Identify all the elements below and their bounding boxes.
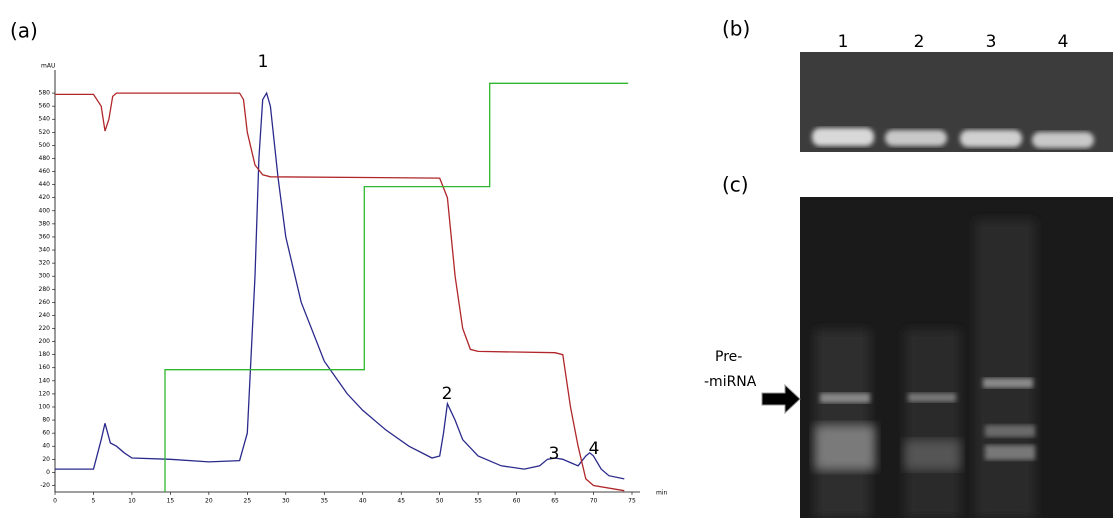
x-tick-label: 35	[320, 498, 328, 505]
gel-smear	[815, 330, 870, 518]
x-tick-label: 65	[551, 498, 559, 505]
x-tick-label: 55	[474, 498, 482, 505]
x-tick-label: 60	[513, 498, 521, 505]
lane-label: 1	[838, 32, 849, 52]
peak-label: 3	[549, 444, 560, 464]
y-tick-label: 80	[42, 417, 50, 424]
x-axis-label: min	[656, 490, 668, 497]
y-tick-label: 0	[46, 469, 50, 476]
y-tick-label: 500	[39, 142, 51, 149]
y-axis-label: mAU	[41, 63, 55, 70]
gel-band	[885, 130, 947, 146]
x-tick-label: 0	[53, 498, 57, 505]
figure: (a) (b) (c) -200204060801001201401601802…	[0, 0, 1114, 518]
gel-band	[960, 130, 1022, 147]
gel-smear	[905, 330, 960, 518]
x-tick-label: 50	[436, 498, 444, 505]
y-tick-label: 420	[39, 194, 51, 201]
y-tick-label: 380	[39, 220, 51, 227]
lane-label: 3	[986, 32, 997, 52]
x-tick-label: 70	[590, 498, 598, 505]
y-tick-label: 200	[39, 338, 51, 345]
x-tick-label: 30	[282, 498, 290, 505]
gel-band	[1032, 132, 1094, 148]
arrow-label: -miRNA	[704, 374, 757, 390]
gel-band	[815, 425, 875, 470]
y-tick-label: 400	[39, 207, 51, 214]
chromatogram: -200204060801001201401601802002202402602…	[39, 52, 668, 505]
x-tick-label: 45	[397, 498, 405, 505]
panel-label: (c)	[722, 173, 749, 197]
lane-label: 2	[914, 32, 925, 52]
x-tick-label: 20	[205, 498, 213, 505]
gel-c: Pre- -miRNA	[704, 197, 1113, 518]
peak-label: 4	[589, 439, 600, 459]
y-tick-label: 300	[39, 273, 51, 280]
series-line	[55, 93, 624, 479]
gel-smear	[975, 220, 1035, 518]
panel-label: (b)	[722, 17, 750, 41]
y-tick-label: 100	[39, 403, 51, 410]
peak-label: 2	[442, 384, 453, 404]
y-tick-label: 460	[39, 168, 51, 175]
y-tick-label: 160	[39, 364, 51, 371]
gel-band	[812, 128, 874, 146]
arrow	[762, 385, 800, 413]
y-tick-label: 580	[39, 90, 51, 97]
y-tick-label: 480	[39, 155, 51, 162]
series-line	[55, 93, 624, 491]
y-tick-label: 20	[42, 456, 50, 463]
y-tick-label: 40	[42, 443, 50, 450]
y-tick-label: 180	[39, 351, 51, 358]
x-tick-label: 5	[92, 498, 96, 505]
y-tick-label: 340	[39, 247, 51, 254]
gel-band	[905, 440, 960, 470]
x-tick-label: 15	[167, 498, 175, 505]
y-tick-label: 240	[39, 312, 51, 319]
y-tick-label: 360	[39, 233, 51, 240]
y-tick-label: 220	[39, 325, 51, 332]
gel-band	[820, 393, 870, 403]
x-tick-label: 25	[244, 498, 252, 505]
gel-band	[985, 445, 1035, 460]
x-tick-label: 40	[359, 498, 367, 505]
y-tick-label: 140	[39, 377, 51, 384]
arrow-label: Pre-	[715, 349, 742, 365]
x-tick-label: 10	[128, 498, 136, 505]
gel-band	[908, 393, 956, 402]
y-tick-label: -20	[40, 482, 50, 489]
panel-label: (a)	[10, 19, 38, 43]
y-tick-label: 60	[42, 430, 50, 437]
y-tick-label: 320	[39, 260, 51, 267]
series-line	[165, 83, 628, 492]
y-tick-label: 120	[39, 390, 51, 397]
lane-label: 4	[1058, 32, 1069, 52]
y-tick-label: 260	[39, 299, 51, 306]
y-tick-label: 520	[39, 129, 51, 136]
gel-band	[983, 378, 1033, 388]
y-tick-label: 560	[39, 103, 51, 110]
gel-band	[985, 425, 1035, 437]
y-tick-label: 440	[39, 181, 51, 188]
y-tick-label: 280	[39, 286, 51, 293]
gel-b: 1 2 3 4	[800, 32, 1113, 152]
x-tick-label: 75	[628, 498, 636, 505]
peak-label: 1	[258, 52, 269, 72]
y-tick-label: 540	[39, 116, 51, 123]
